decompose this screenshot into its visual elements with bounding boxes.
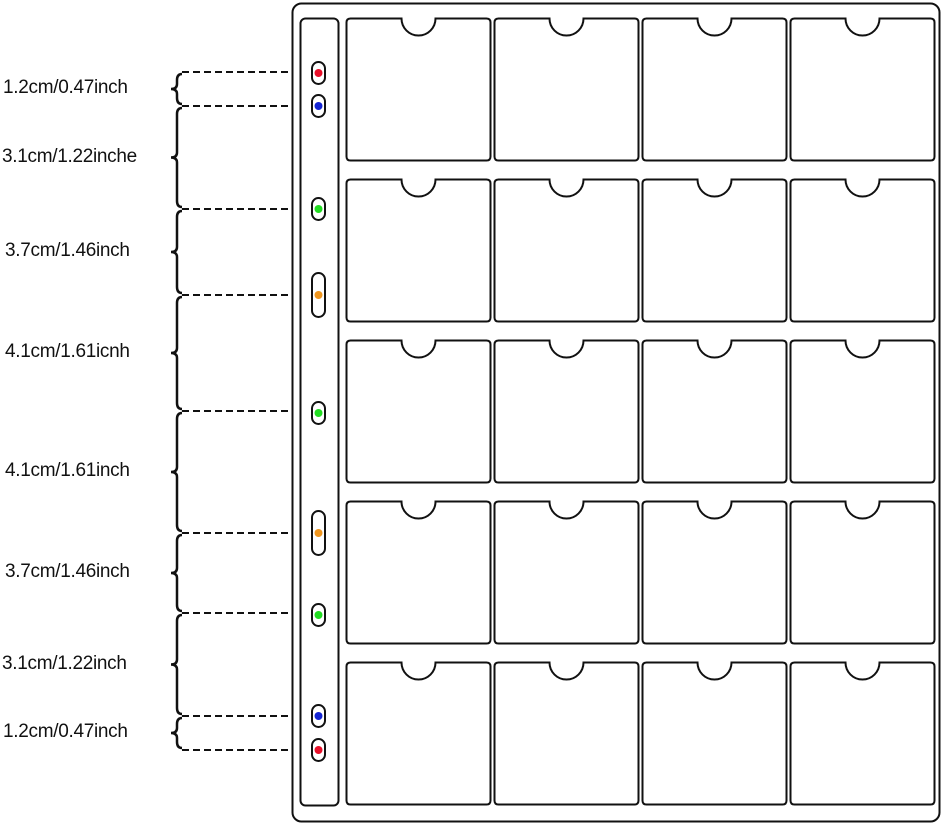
- pocket: [345, 339, 492, 484]
- hole-color-dot: [314, 102, 323, 110]
- pocket: [789, 661, 936, 806]
- hole-color-dot: [314, 529, 323, 537]
- curly-brace: [170, 716, 183, 750]
- hole-color-dot: [314, 291, 323, 299]
- dimension-label: 3.1cm/1.22inch: [2, 652, 127, 674]
- pocket: [345, 178, 492, 323]
- pocket: [493, 500, 640, 645]
- pocket: [345, 500, 492, 645]
- pocket: [493, 178, 640, 323]
- dimension-label: 1.2cm/0.47inch: [3, 721, 128, 742]
- pocket: [345, 17, 492, 162]
- pocket: [641, 500, 788, 645]
- dimension-label: 3.7cm/1.46inch: [5, 561, 130, 582]
- curly-brace: [170, 209, 183, 295]
- dimension-label: 4.1cm/1.61inch: [5, 460, 130, 481]
- curly-brace: [170, 613, 183, 716]
- curly-brace: [170, 533, 183, 613]
- pocket: [789, 339, 936, 484]
- hole-color-dot: [314, 205, 323, 213]
- pocket: [789, 500, 936, 645]
- dimension-label: 3.7cm/1.46inch: [5, 240, 130, 261]
- curly-brace: [170, 106, 183, 209]
- pocket: [493, 339, 640, 484]
- pocket: [641, 339, 788, 484]
- dimension-label: 4.1cm/1.61icnh: [5, 341, 130, 362]
- pocket: [641, 178, 788, 323]
- hole-color-dot: [314, 611, 323, 619]
- pocket: [345, 661, 492, 806]
- pocket: [789, 17, 936, 162]
- curly-brace: [170, 411, 183, 533]
- pocket: [641, 17, 788, 162]
- pocket: [493, 17, 640, 162]
- curly-brace: [170, 295, 183, 411]
- pocket: [789, 178, 936, 323]
- hole-color-dot: [314, 409, 323, 417]
- dimension-label: 1.2cm/0.47inch: [3, 77, 128, 98]
- dimension-label: 3.1cm/1.22inche: [2, 145, 137, 167]
- hole-color-dot: [314, 69, 323, 77]
- pocket: [493, 661, 640, 806]
- hole-color-dot: [314, 712, 323, 720]
- curly-brace: [170, 72, 183, 106]
- hole-color-dot: [314, 746, 323, 754]
- pocket: [641, 661, 788, 806]
